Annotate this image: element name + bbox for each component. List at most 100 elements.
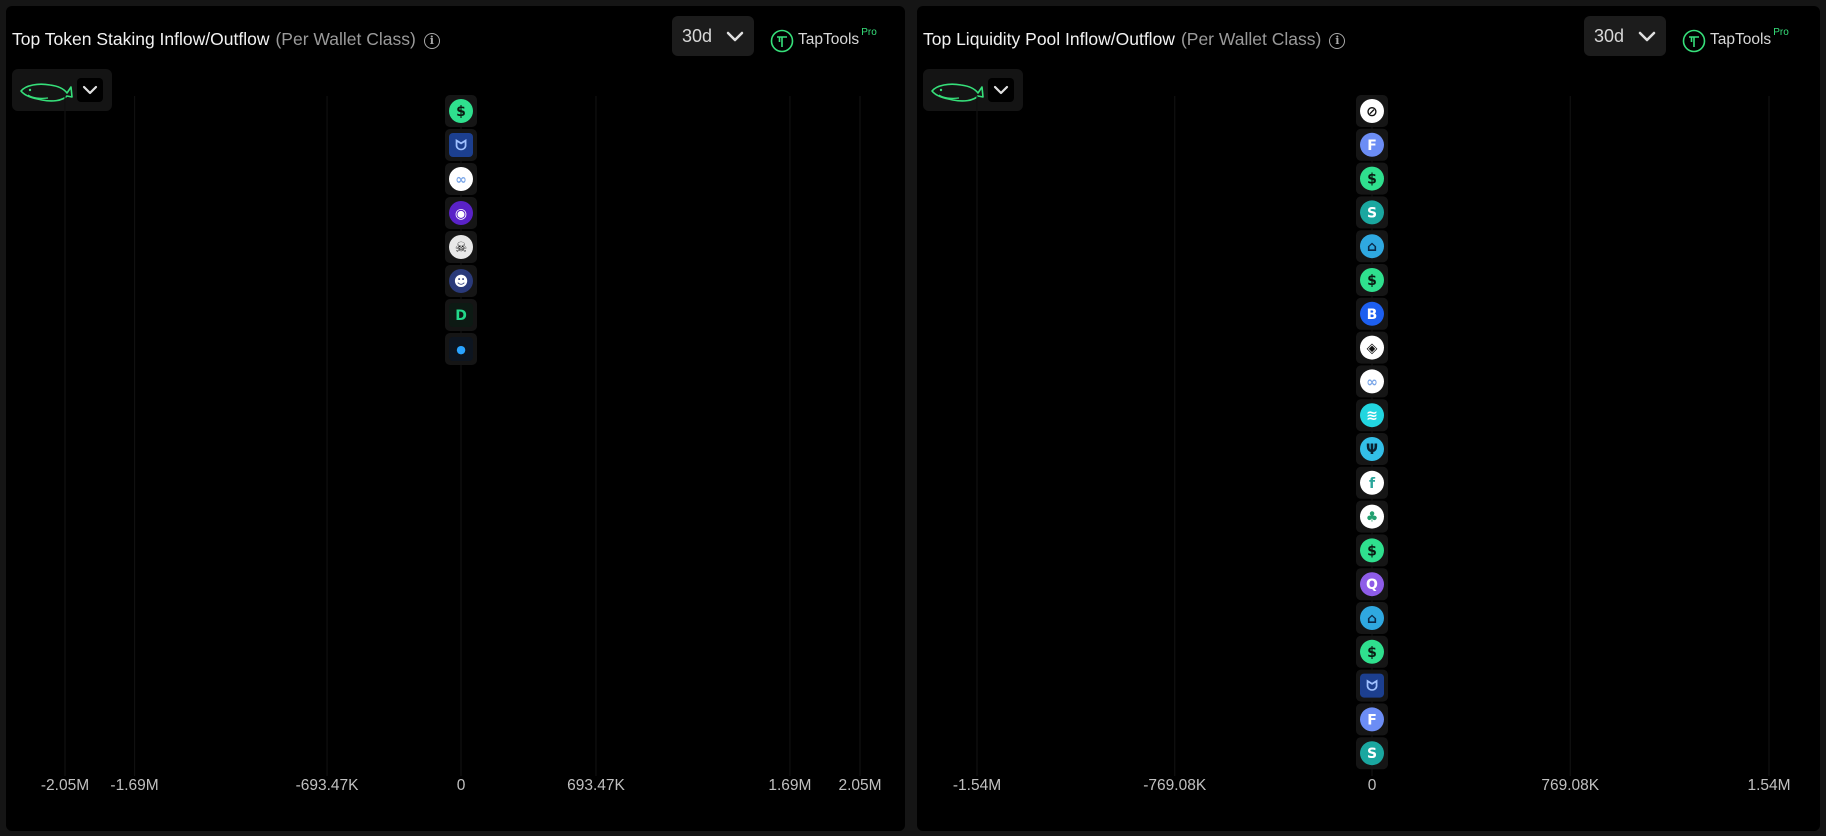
token-icon-d-green[interactable]: D [445, 299, 477, 331]
svg-text:F: F [1367, 138, 1377, 154]
liquidity-flow-chart: -1.54M -769.08K 0 769.08K 1.54M ⊘ F $ S ⌂ $ B ◈ ∞ ≋ Ψf ♣… [953, 95, 1791, 794]
svg-text:S: S [1367, 746, 1377, 762]
whale-icon [931, 83, 984, 102]
svg-text:ᗢ: ᗢ [455, 138, 467, 154]
time-range-value: 30d [1594, 26, 1625, 46]
wallet-class-select[interactable] [12, 69, 112, 111]
whale-icon [20, 83, 73, 102]
svg-text:∞: ∞ [1366, 374, 1378, 390]
token-icon-bull-cyan[interactable]: Ψ [1356, 433, 1388, 465]
svg-text:Q: Q [1366, 577, 1378, 593]
svg-text:$: $ [1367, 543, 1377, 559]
staking-flow-chart: -2.05M -1.69M -693.47K 0 693.47K 1.69M 2.05M $ ᗢ… [41, 95, 882, 794]
info-icon[interactable]: i [423, 33, 440, 49]
taptools-logo-icon [1682, 29, 1706, 53]
token-icon-leaf-green[interactable]: ♣ [1356, 500, 1388, 533]
wallet-class-select[interactable] [923, 69, 1023, 111]
time-range-select[interactable]: 30d [1584, 16, 1666, 56]
token-icon-f-white[interactable]: f [1356, 466, 1388, 499]
panel-title: Top Liquidity Pool Inflow/Outflow (Per Wa… [923, 29, 1346, 50]
wallet-class-dropdown[interactable] [988, 78, 1014, 102]
chart-title: Top Liquidity Pool Inflow/Outflow [923, 29, 1175, 49]
token-icon-mascot[interactable]: ☻ [445, 265, 477, 297]
x-tick-label: 1.54M [1747, 777, 1790, 794]
svg-text:$: $ [1367, 273, 1377, 289]
chart-subtitle: (Per Wallet Class) [1180, 29, 1322, 49]
svg-text:$: $ [1367, 172, 1377, 188]
svg-text:⌂: ⌂ [1367, 611, 1377, 627]
token-icon-s-green[interactable]: $ [1356, 534, 1388, 567]
token-icon-slash-white[interactable]: ⊘ [1356, 95, 1388, 127]
time-range-select[interactable]: 30d [672, 16, 754, 56]
panel-title: Top Token Staking Inflow/Outflow (Per Wal… [12, 29, 440, 50]
token-icon-s-green[interactable]: $ [1356, 264, 1388, 296]
token-icon-hat-blue[interactable]: ⌂ [1356, 230, 1388, 263]
x-tick-label: 0 [1368, 777, 1377, 794]
info-icon[interactable]: i [1329, 33, 1346, 49]
liquidity-flow-panel: Top Liquidity Pool Inflow/Outflow (Per Wa… [917, 6, 1820, 831]
x-tick-label: 0 [457, 777, 466, 794]
token-icon-wave-cyan[interactable]: ≋ [1356, 399, 1388, 432]
chevron-down-icon [726, 31, 744, 42]
brand-pro-badge: Pro [1773, 27, 1789, 38]
svg-text:≋: ≋ [1366, 408, 1378, 424]
token-icon-dollar-teal[interactable]: S [1356, 196, 1388, 229]
svg-text:$: $ [1367, 645, 1377, 661]
svg-text:ᗢ: ᗢ [1366, 679, 1378, 695]
chevron-down-icon [82, 85, 98, 95]
token-icon-s-green[interactable]: $ [445, 95, 477, 127]
svg-text:♣: ♣ [1366, 510, 1379, 526]
svg-text:◉: ◉ [455, 206, 467, 222]
x-tick-label: 693.47K [567, 777, 625, 794]
x-tick-label: -769.08K [1143, 777, 1207, 794]
svg-text:B: B [1367, 307, 1378, 323]
token-icon-chain-white[interactable]: ∞ [445, 163, 477, 195]
token-icon-q-purple[interactable]: Q [1356, 568, 1388, 601]
brand-name: TapTools [1710, 31, 1772, 48]
taptools-brand: TapTools Pro [1682, 19, 1789, 53]
svg-text:◈: ◈ [1367, 341, 1378, 357]
token-icon-b-blue[interactable]: B [1356, 297, 1388, 330]
x-tick-label: 1.69M [768, 777, 811, 794]
svg-text:☠: ☠ [455, 240, 468, 256]
token-icon-hat-blue[interactable]: ⌂ [1356, 602, 1388, 634]
svg-text:⌂: ⌂ [1367, 239, 1377, 255]
token-icon-chain-white[interactable]: ∞ [1356, 365, 1388, 398]
staking-flow-panel: Top Token Staking Inflow/Outflow (Per Wal… [6, 6, 905, 831]
x-tick-label: -2.05M [41, 777, 89, 794]
token-icon-s-green[interactable]: $ [1356, 162, 1388, 195]
brand-name: TapTools [798, 31, 860, 48]
brand-pro-badge: Pro [861, 27, 877, 38]
x-tick-label: -1.69M [110, 777, 158, 794]
token-icon-drop-blue[interactable]: ● [445, 333, 477, 365]
token-icon-skull-dark[interactable]: ☠ [445, 231, 477, 263]
token-icon-cat-blue[interactable]: ᗢ [445, 129, 477, 161]
svg-text:⊘: ⊘ [1366, 104, 1378, 120]
svg-text:S: S [1367, 205, 1377, 221]
x-tick-label: -693.47K [296, 777, 360, 794]
x-tick-label: -1.54M [953, 777, 1001, 794]
svg-text:f: f [1369, 476, 1376, 492]
time-range-value: 30d [682, 26, 713, 46]
taptools-brand: TapTools Pro [770, 19, 877, 53]
token-icon-f-blue[interactable]: F [1356, 703, 1388, 736]
svg-text:☻: ☻ [454, 274, 469, 290]
chevron-down-icon [1638, 31, 1656, 42]
svg-text:Ψ: Ψ [1366, 442, 1378, 458]
svg-text:D: D [455, 308, 467, 324]
chart-subtitle: (Per Wallet Class) [275, 29, 416, 49]
x-tick-label: 2.05M [838, 777, 881, 794]
token-icon-cat-blue[interactable]: ᗢ [1356, 669, 1388, 702]
taptools-logo-icon [770, 29, 794, 53]
svg-text:●: ● [456, 343, 466, 356]
svg-text:$: $ [456, 104, 466, 120]
token-icon-dollar-teal[interactable]: S [1356, 737, 1388, 770]
token-icon-f-blue[interactable]: F [1356, 128, 1388, 161]
chevron-down-icon [993, 85, 1009, 95]
wallet-class-dropdown[interactable] [77, 78, 103, 102]
svg-text:∞: ∞ [455, 172, 467, 188]
token-icon-s-green[interactable]: $ [1356, 635, 1388, 668]
x-tick-label: 769.08K [1541, 777, 1599, 794]
token-icon-eye-purple[interactable]: ◉ [445, 197, 477, 229]
token-icon-grid-white[interactable]: ◈ [1356, 331, 1388, 364]
